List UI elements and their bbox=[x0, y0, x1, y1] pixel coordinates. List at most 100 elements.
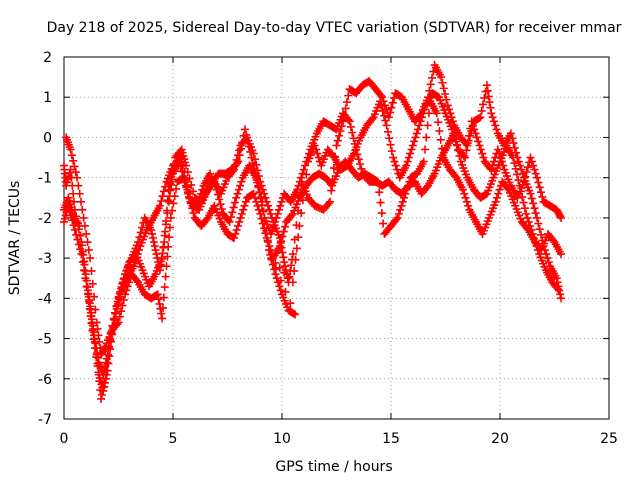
data-point-track-a bbox=[97, 394, 106, 403]
data-point-track-c bbox=[298, 196, 307, 205]
data-point-track-b bbox=[281, 222, 290, 231]
data-point-track-a bbox=[293, 185, 302, 194]
data-point-track-c bbox=[383, 127, 392, 136]
data-point-track-d bbox=[157, 254, 166, 263]
data-point-track-d bbox=[341, 104, 350, 113]
data-point-track-c bbox=[406, 149, 415, 158]
data-point-track-c bbox=[119, 295, 128, 304]
data-point-track-c bbox=[453, 141, 462, 150]
data-point-track-d bbox=[463, 141, 472, 150]
data-point-track-c bbox=[393, 165, 402, 174]
y-tick-label: -6 bbox=[38, 372, 52, 388]
data-point-track-b bbox=[376, 198, 385, 207]
data-point-track-d bbox=[86, 312, 95, 321]
x-axis-label: GPS time / hours bbox=[275, 459, 392, 475]
data-point-track-d bbox=[530, 204, 539, 213]
data-point-track-d bbox=[155, 262, 164, 271]
data-point-track-d bbox=[518, 169, 527, 178]
data-point-track-c bbox=[487, 165, 496, 174]
data-point-track-d bbox=[114, 294, 123, 303]
y-tick-label: -7 bbox=[38, 412, 52, 428]
data-point-track-c bbox=[408, 141, 417, 150]
data-point-track-d bbox=[281, 262, 290, 271]
data-point-track-a bbox=[349, 134, 358, 143]
data-point-track-c bbox=[88, 279, 97, 288]
data-point-track-d bbox=[80, 266, 89, 275]
data-point-track-d bbox=[69, 221, 78, 230]
data-point-track-c bbox=[411, 133, 420, 142]
data-point-track-b bbox=[254, 205, 263, 214]
data-point-track-d bbox=[280, 258, 289, 267]
data-point-track-c bbox=[216, 200, 225, 209]
data-point-track-c bbox=[161, 272, 170, 281]
data-point-track-d bbox=[506, 129, 515, 138]
data-point-track-d bbox=[325, 197, 334, 206]
data-point-track-a bbox=[240, 125, 249, 134]
data-point-track-d bbox=[378, 93, 387, 102]
data-point-track-b bbox=[397, 201, 406, 210]
data-point-track-d bbox=[476, 113, 485, 122]
data-point-track-d bbox=[161, 227, 170, 236]
x-tick-label: 10 bbox=[273, 431, 291, 447]
data-point-track-c bbox=[451, 137, 460, 146]
data-point-track-d bbox=[77, 250, 86, 259]
data-marks bbox=[60, 61, 566, 403]
data-point-track-c bbox=[478, 149, 487, 158]
data-point-track-d bbox=[105, 352, 114, 361]
data-point-track-c bbox=[368, 114, 377, 123]
data-point-track-d bbox=[233, 151, 242, 160]
data-point-track-d bbox=[314, 203, 323, 212]
data-point-track-d bbox=[68, 216, 77, 225]
data-point-track-d bbox=[163, 196, 172, 205]
data-point-track-d bbox=[439, 84, 448, 93]
data-point-track-c bbox=[522, 168, 531, 177]
data-point-track-b bbox=[83, 283, 92, 292]
data-point-track-d bbox=[543, 254, 552, 263]
data-point-track-b bbox=[375, 188, 384, 197]
data-point-track-b bbox=[377, 209, 386, 218]
data-point-track-b bbox=[241, 197, 250, 206]
data-point-track-d bbox=[529, 199, 538, 208]
data-point-track-d bbox=[535, 225, 544, 234]
data-point-track-d bbox=[90, 344, 99, 353]
data-point-track-d bbox=[189, 187, 198, 196]
data-point-track-d bbox=[260, 189, 269, 198]
data-point-track-b bbox=[76, 231, 85, 240]
data-point-track-d bbox=[100, 382, 109, 391]
data-point-track-c bbox=[165, 233, 174, 242]
data-point-track-d bbox=[534, 219, 543, 228]
data-point-track-d bbox=[295, 192, 304, 201]
data-point-track-c bbox=[385, 134, 394, 143]
data-point-track-c bbox=[69, 156, 78, 165]
data-point-track-d bbox=[510, 143, 519, 152]
data-point-track-b bbox=[235, 217, 244, 226]
data-point-track-b bbox=[155, 201, 164, 210]
data-point-track-c bbox=[474, 137, 483, 146]
data-point-track-c bbox=[100, 344, 109, 353]
data-point-track-d bbox=[429, 67, 438, 76]
data-point-track-c bbox=[185, 192, 194, 201]
data-point-track-c bbox=[497, 157, 506, 166]
data-point-track-d bbox=[335, 131, 344, 140]
data-point-track-d bbox=[533, 213, 542, 222]
data-point-track-c bbox=[526, 153, 535, 162]
data-point-track-a bbox=[523, 213, 532, 222]
data-point-track-c bbox=[160, 283, 169, 292]
data-point-track-c bbox=[154, 295, 163, 304]
data-point-track-d bbox=[284, 278, 293, 287]
data-point-track-c bbox=[123, 282, 132, 291]
data-point-track-c bbox=[415, 121, 424, 130]
data-point-track-c bbox=[479, 153, 488, 162]
data-point-track-d bbox=[81, 274, 90, 283]
data-point-track-d bbox=[183, 168, 192, 177]
data-point-track-d bbox=[542, 250, 551, 259]
data-point-track-d bbox=[165, 179, 174, 188]
data-point-track-d bbox=[66, 211, 75, 220]
data-point-track-c bbox=[70, 162, 79, 171]
data-point-track-c bbox=[275, 282, 284, 291]
data-point-track-d bbox=[329, 164, 338, 173]
data-point-track-d bbox=[148, 229, 157, 238]
data-point-track-c bbox=[281, 287, 290, 296]
data-point-track-d bbox=[151, 246, 160, 255]
data-point-track-c bbox=[162, 262, 171, 271]
